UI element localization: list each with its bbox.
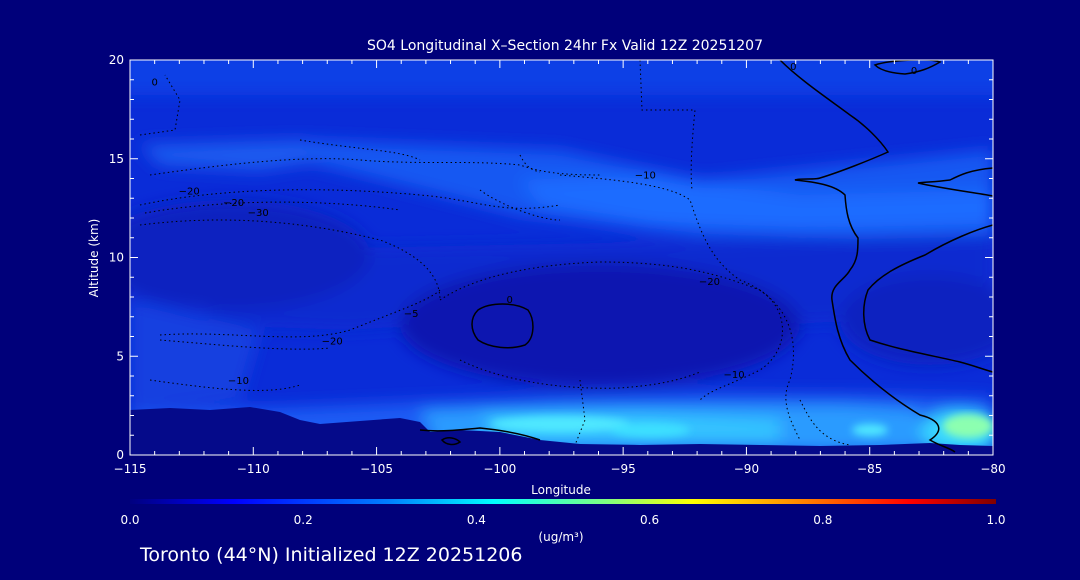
chart-title: SO4 Longitudinal X–Section 24hr Fx Valid… [367, 38, 763, 54]
contour-label: −20 [179, 186, 200, 197]
x-tick-label: −80 [980, 462, 1005, 476]
contour-label: −20 [322, 336, 343, 347]
colorbar-tick-label: 0.8 [813, 513, 832, 527]
terrain [130, 407, 993, 455]
x-tick-label: −105 [360, 462, 393, 476]
contour-label: −20 [223, 198, 244, 209]
y-axis-label: Altitude (km) [87, 219, 101, 298]
concentration-field [130, 60, 993, 455]
footer-caption: Toronto (44°N) Initialized 12Z 20251206 [139, 544, 523, 566]
x-tick-label: −110 [237, 462, 270, 476]
colorbar-unit-label: (ug/m³) [538, 530, 583, 544]
colorbar-tick-label: 0.0 [120, 513, 139, 527]
y-axis: 0 5 10 15 20 [109, 53, 993, 462]
contour-label: −10 [724, 370, 745, 381]
y-tick-label: 5 [116, 349, 124, 363]
x-tick-label: −95 [610, 462, 635, 476]
contour-label: −20 [699, 277, 720, 288]
contour-label: −30 [248, 208, 269, 219]
contour-labels: 0 −20 −20 −30 −5 0 −20 −10 −10 −20 −10 0 0 [151, 62, 917, 387]
x-axis: −115 −110 −105 −100 −95 −90 −85 −80 [114, 60, 1006, 476]
colorbar-tick-label: 0.2 [294, 513, 313, 527]
colorbar-ticks: 0.0 0.2 0.4 0.6 0.8 1.0 [120, 513, 1005, 527]
x-axis-label: Longitude [531, 483, 591, 497]
colorbar-tick-label: 0.6 [640, 513, 659, 527]
contour-label: −5 [404, 309, 419, 320]
y-tick-label: 20 [109, 53, 124, 67]
colorbar-tick-label: 1.0 [986, 513, 1005, 527]
y-tick-label: 0 [116, 448, 124, 462]
contour-lines [139, 60, 993, 453]
contour-label: −10 [228, 376, 249, 387]
contour-label: 0 [790, 62, 796, 73]
contour-label: 0 [151, 78, 157, 89]
x-tick-label: −90 [734, 462, 759, 476]
contour-label: −10 [635, 171, 656, 182]
contour-label: 0 [911, 66, 917, 77]
x-tick-label: −100 [483, 462, 516, 476]
y-tick-label: 10 [109, 251, 124, 265]
colorbar-tick-label: 0.4 [467, 513, 486, 527]
x-tick-label: −115 [114, 462, 147, 476]
y-tick-label: 15 [109, 152, 124, 166]
solid-contours [419, 60, 993, 453]
colorbar [130, 499, 996, 504]
contour-label: 0 [507, 295, 513, 306]
dotted-contours [139, 60, 851, 446]
x-tick-label: −85 [857, 462, 882, 476]
